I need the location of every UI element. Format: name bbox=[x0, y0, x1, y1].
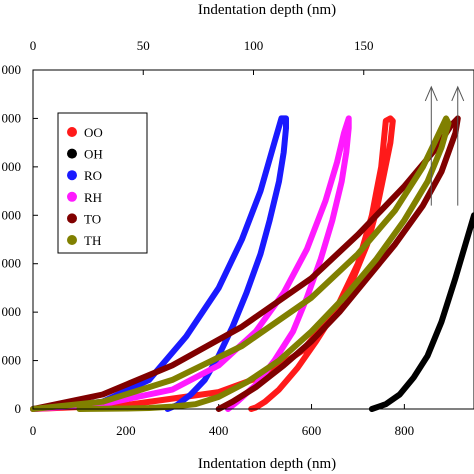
bottom-axis-title: Indentation depth (nm) bbox=[198, 456, 336, 472]
x2-tick-label: 50 bbox=[137, 38, 150, 53]
legend-marker-rh bbox=[67, 191, 77, 202]
series-to-curve bbox=[30, 115, 461, 412]
y-tick-label: 000 bbox=[2, 353, 22, 368]
series-th-curve bbox=[30, 115, 452, 412]
x-tick-label: 0 bbox=[30, 423, 37, 438]
y-tick-label: 000 bbox=[2, 159, 22, 174]
x-tick-label: 400 bbox=[209, 423, 229, 438]
legend-marker-to bbox=[67, 213, 77, 224]
x2-tick-label: 0 bbox=[30, 38, 37, 53]
legend-marker-th bbox=[67, 235, 77, 245]
legend-label-th: TH bbox=[84, 233, 101, 248]
series-oh-curve bbox=[368, 212, 474, 412]
annotation-arrows bbox=[424, 85, 465, 206]
legend-marker-ro bbox=[67, 170, 77, 181]
legend-marker-oh bbox=[67, 148, 77, 159]
x2-tick-label: 150 bbox=[354, 38, 374, 53]
x-tick-label: 600 bbox=[302, 423, 322, 438]
legend-label-oh: OH bbox=[84, 147, 103, 162]
x-tick-label: 200 bbox=[116, 423, 136, 438]
y-tick-label: 000 bbox=[2, 304, 22, 319]
legend-label-to: TO bbox=[84, 211, 101, 226]
y-tick-label: 0 bbox=[15, 401, 22, 416]
arrow-head bbox=[424, 85, 438, 102]
y-tick-label: 000 bbox=[2, 110, 22, 125]
legend-label-rh: RH bbox=[84, 190, 102, 205]
top-axis-title: Indentation depth (nm) bbox=[198, 2, 336, 18]
series-layer bbox=[30, 115, 474, 412]
x2-tick-label: 100 bbox=[244, 38, 264, 53]
legend-marker-oo bbox=[67, 127, 77, 137]
arrow-head bbox=[451, 85, 465, 102]
y-tick-label: 000 bbox=[2, 256, 22, 271]
legend: OO OH RO RH TO TH bbox=[57, 112, 148, 254]
y-tick-label: 000 bbox=[2, 62, 22, 77]
legend-label-ro: RO bbox=[84, 168, 102, 183]
legend-label-oo: OO bbox=[84, 125, 103, 140]
y-tick-label: 000 bbox=[2, 207, 22, 222]
x-tick-label: 800 bbox=[395, 423, 415, 438]
plot-frame bbox=[32, 69, 474, 410]
